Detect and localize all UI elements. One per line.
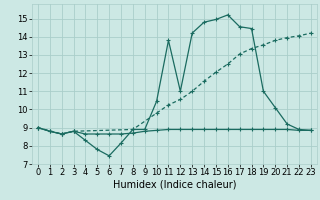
X-axis label: Humidex (Indice chaleur): Humidex (Indice chaleur) (113, 180, 236, 190)
